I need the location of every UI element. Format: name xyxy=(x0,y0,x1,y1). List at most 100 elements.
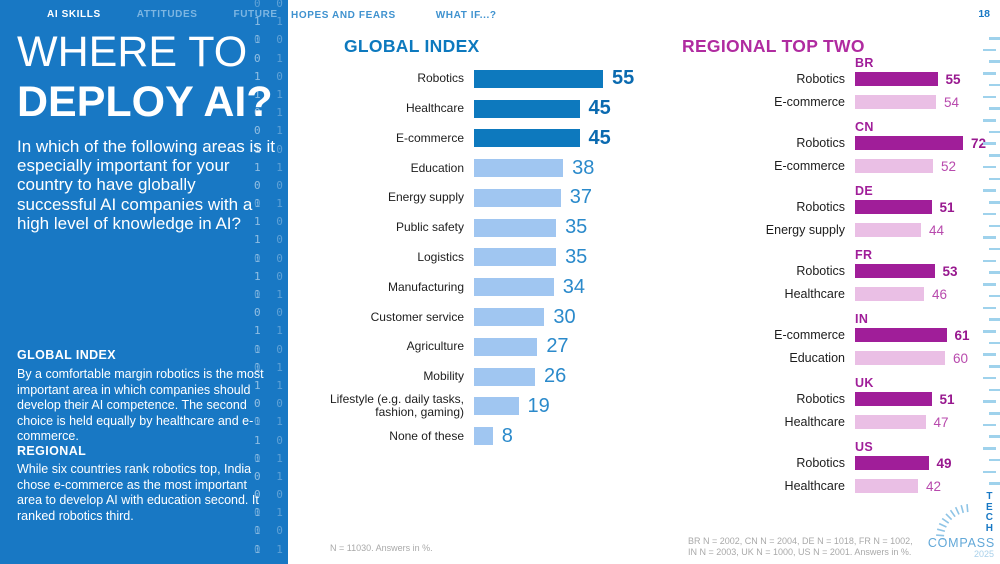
binary-row: 1 0 0 xyxy=(254,524,288,556)
tech-compass-logo: T E C H COMPASS 2025 xyxy=(918,490,998,560)
bar xyxy=(855,415,926,429)
binary-row: 1 1 0 xyxy=(254,160,288,192)
binary-row: 0 1 1 xyxy=(254,360,288,392)
bar xyxy=(474,218,557,237)
binary-row: 0 1 0 xyxy=(254,106,288,138)
binary-row: 0 0 1 xyxy=(254,178,288,211)
logo-tech-text: T E C H xyxy=(985,491,993,534)
value-label: 47 xyxy=(933,414,949,430)
compass-fan-icon xyxy=(936,504,969,540)
dash-mark xyxy=(983,236,996,239)
category-label: Lifestyle (e.g. daily tasks, fashion, ga… xyxy=(329,392,464,420)
category-label: Mobility xyxy=(423,369,464,384)
sidebar-nav: AI SKILLS ATTITUDES FUTURE xyxy=(0,9,288,20)
binary-row: 1 0 0 xyxy=(254,33,288,65)
value-label: 51 xyxy=(939,199,955,215)
dash-mark xyxy=(983,142,996,145)
value-label: 54 xyxy=(944,94,960,110)
value-label: 49 xyxy=(936,455,952,471)
category-label: Energy supply xyxy=(387,190,464,205)
bar xyxy=(474,129,580,148)
country-code-label: UK xyxy=(855,376,874,390)
binary-row: 1 0 1 xyxy=(254,251,288,283)
value-label: 55 xyxy=(611,67,635,90)
page-number: 18 xyxy=(978,8,990,20)
bar xyxy=(855,351,945,365)
dash-mark xyxy=(989,388,1000,392)
category-label: Education xyxy=(789,351,845,365)
category-label: Robotics xyxy=(796,136,845,150)
binary-row: 0 1 1 xyxy=(254,51,288,83)
bar xyxy=(474,278,554,297)
bar xyxy=(855,456,929,470)
nav-tab-what-if[interactable]: WHAT IF...? xyxy=(435,10,497,21)
dash-mark xyxy=(989,482,1000,485)
global-bar-row: Customer service 30 xyxy=(294,302,639,332)
dash-mark xyxy=(983,306,996,310)
regional-bar-row: E-commerce 52 xyxy=(685,157,987,175)
value-label: 38 xyxy=(572,156,595,179)
bar xyxy=(474,427,493,446)
dash-mark xyxy=(989,60,1000,63)
category-label: Public safety xyxy=(395,220,464,235)
value-label: 72 xyxy=(971,135,987,151)
regional-bar-row: Robotics 55 xyxy=(685,70,987,88)
global-bar-row: Energy supply 37 xyxy=(294,183,639,213)
value-label: 35 xyxy=(565,216,588,239)
category-label: E-commerce xyxy=(395,130,464,145)
binary-row: 1 1 0 xyxy=(254,378,288,411)
dash-mark xyxy=(983,330,996,333)
bar xyxy=(474,99,580,118)
dash-mark xyxy=(989,271,1000,274)
dash-mark xyxy=(983,189,996,192)
dash-mark xyxy=(983,376,996,380)
value-label: 51 xyxy=(939,391,955,407)
regional-bar-row: E-commerce 61 xyxy=(685,326,987,344)
nav-tab-future[interactable]: FUTURE xyxy=(233,9,278,20)
global-bar-row: E-commerce 45 xyxy=(294,124,639,154)
logo-year-text: 2025 xyxy=(973,549,994,559)
bar xyxy=(474,337,538,356)
regional-bar-row: Robotics 49 xyxy=(685,454,987,472)
bar xyxy=(855,223,921,237)
category-label: Robotics xyxy=(796,264,845,278)
bar xyxy=(855,479,918,493)
global-bar-row: Agriculture 27 xyxy=(294,332,639,362)
category-label: Education xyxy=(410,160,464,175)
value-label: 27 xyxy=(546,335,569,358)
global-index-chart: Robotics 55 Healthcare 45 E-commerce 45 Educat… xyxy=(294,64,639,451)
dash-mark xyxy=(989,435,1000,438)
nav-tab-attitudes[interactable]: ATTITUDES xyxy=(136,9,198,20)
category-label: Robotics xyxy=(796,200,845,214)
global-bar-row: Manufacturing 34 xyxy=(294,272,639,302)
dash-mark xyxy=(983,119,996,122)
country-group: CN Robotics 72 E-commerce 52 xyxy=(685,120,987,184)
category-label: Energy supply xyxy=(765,223,845,237)
sidebar-global-index-text: By a comfortable margin robotics is the … xyxy=(17,367,264,444)
page-title-line2: DEPLOY AI? xyxy=(17,78,273,126)
value-label: 61 xyxy=(954,327,970,343)
value-label: 35 xyxy=(565,245,588,268)
page-title-line1: WHERE TO xyxy=(17,28,248,76)
regional-bar-row: Healthcare 46 xyxy=(685,285,987,303)
dash-mark xyxy=(989,294,1000,298)
category-label: Healthcare xyxy=(784,415,845,429)
dash-mark xyxy=(989,224,1000,228)
bar xyxy=(474,367,535,386)
country-code-label: FR xyxy=(855,248,873,262)
nav-tab-ai-skills[interactable]: AI SKILLS xyxy=(47,9,101,20)
category-label: Robotics xyxy=(796,392,845,406)
bar xyxy=(855,159,933,173)
nav-tab-hopes-and-fears[interactable]: HOPES AND FEARS xyxy=(291,10,396,21)
binary-row: 0 1 0 xyxy=(254,451,288,483)
dash-mark xyxy=(983,447,996,450)
survey-question: In which of the following areas is it es… xyxy=(17,137,275,233)
dash-mark xyxy=(989,247,1000,251)
dash-mark xyxy=(989,107,1000,110)
category-label: Manufacturing xyxy=(387,279,464,294)
category-label: Healthcare xyxy=(784,287,845,301)
global-bar-row: Public safety 35 xyxy=(294,213,639,243)
global-index-footnote: N = 11030. Answers in %. xyxy=(330,543,433,553)
country-code-label: CN xyxy=(855,120,874,134)
